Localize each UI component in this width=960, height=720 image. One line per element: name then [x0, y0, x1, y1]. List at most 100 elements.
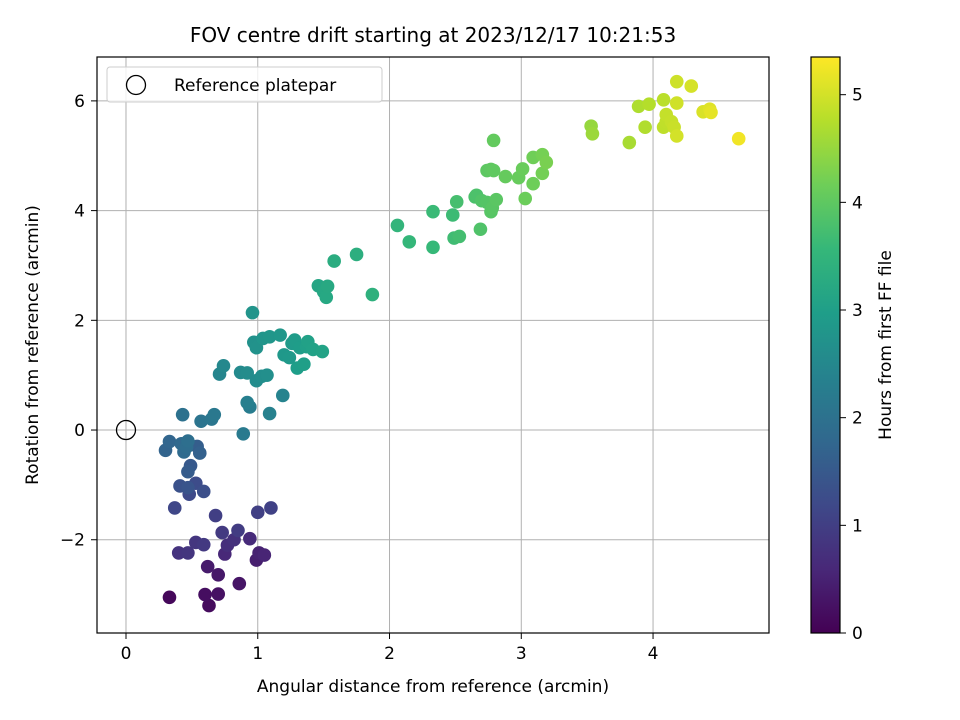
data-point: [449, 195, 464, 209]
data-point: [231, 523, 245, 538]
data-point: [202, 598, 216, 613]
data-point: [539, 155, 554, 170]
data-point: [445, 208, 460, 222]
data-point: [232, 576, 247, 591]
data-point: [260, 368, 274, 382]
data-point: [245, 305, 260, 320]
data-point: [402, 235, 417, 249]
y-tick-label: 6: [74, 92, 85, 112]
colorbar-label: Hours from first FF file: [876, 250, 896, 440]
data-point: [194, 414, 208, 429]
data-point: [526, 176, 540, 191]
data-point: [498, 169, 513, 184]
data-point: [162, 434, 177, 449]
data-point: [426, 204, 440, 219]
data-point: [473, 222, 488, 237]
data-point: [262, 329, 277, 344]
colorbar-ticks: 0 1 2 3 4 5: [840, 86, 863, 644]
data-point: [262, 406, 277, 421]
plot-frame: [96, 56, 770, 634]
data-point: [486, 133, 501, 148]
data-point: [196, 484, 211, 499]
y-tick-label: 2: [74, 311, 85, 331]
y-tick-label: 4: [74, 202, 85, 222]
reference-marker-layer: [115, 419, 137, 441]
data-point: [585, 127, 600, 141]
data-point: [319, 290, 334, 305]
data-point: [669, 129, 684, 143]
y-tick-label: −2: [60, 531, 85, 551]
data-point: [535, 166, 550, 181]
data-point: [669, 74, 684, 89]
data-point: [162, 590, 177, 605]
data-point: [669, 96, 684, 110]
x-axis-label: Angular distance from reference (arcmin): [257, 677, 609, 697]
x-axis: 0 1 2 3 4: [121, 633, 658, 664]
data-point: [704, 105, 718, 120]
colorbar-tick-label: 2: [852, 409, 863, 429]
data-point: [211, 587, 226, 601]
data-point: [390, 218, 405, 233]
data-point: [273, 328, 287, 342]
y-tick-label: 0: [74, 421, 85, 441]
data-point: [297, 357, 311, 372]
colorbar-tick-label: 1: [852, 516, 863, 536]
x-tick-label: 1: [252, 644, 263, 664]
data-point: [327, 254, 341, 268]
data-point: [315, 344, 330, 359]
data-point: [264, 501, 278, 515]
data-point: [167, 501, 182, 515]
colorbar-frame: [810, 56, 841, 634]
data-point: [518, 191, 533, 206]
data-point: [181, 464, 195, 479]
colorbar-tick-label: 5: [852, 86, 863, 106]
reference-platepar-marker: [115, 419, 137, 441]
data-point: [216, 359, 231, 373]
data-point: [236, 427, 251, 441]
legend-open-circle-icon: [125, 74, 147, 96]
data-point: [192, 446, 207, 460]
data-point: [240, 395, 255, 410]
data-point: [656, 92, 671, 107]
data-point: [320, 279, 335, 294]
data-point: [207, 407, 222, 422]
colorbar-tick-label: 0: [852, 624, 863, 644]
data-point: [365, 287, 380, 302]
data-point: [175, 407, 190, 422]
data-point: [181, 546, 195, 560]
colorbar-tick-label: 4: [852, 193, 863, 213]
data-point: [638, 120, 652, 135]
data-point: [489, 192, 504, 207]
data-point: [486, 163, 501, 178]
data-point: [196, 537, 211, 552]
data-point: [631, 99, 646, 114]
data-point: [243, 531, 257, 546]
data-point: [240, 366, 255, 380]
scatter-points: [158, 74, 746, 613]
colorbar-gradient: [811, 57, 840, 633]
data-point: [200, 559, 215, 574]
data-point: [282, 350, 297, 365]
data-point: [642, 97, 656, 111]
colorbar-tick-label: 3: [852, 301, 863, 321]
data-point: [275, 388, 290, 403]
data-point: [198, 587, 212, 602]
data-point: [515, 162, 530, 176]
data-point: [215, 525, 229, 540]
colorbar: 0 1 2 3 4 5 Hours from first FF file: [810, 56, 896, 644]
legend-label: Reference platepar: [174, 76, 336, 96]
data-point: [452, 229, 467, 244]
data-point: [257, 548, 272, 562]
y-axis: −2 0 2 4 6: [60, 92, 97, 551]
data-point: [349, 247, 364, 262]
data-point: [250, 505, 265, 520]
legend-box: [106, 66, 383, 103]
data-point: [426, 240, 440, 255]
data-point: [211, 568, 226, 582]
x-tick-label: 3: [516, 644, 527, 664]
legend: Reference platepar: [106, 66, 383, 103]
chart-title: FOV centre drift starting at 2023/12/17 …: [190, 23, 676, 47]
x-tick-label: 2: [384, 644, 395, 664]
data-point: [181, 480, 195, 495]
